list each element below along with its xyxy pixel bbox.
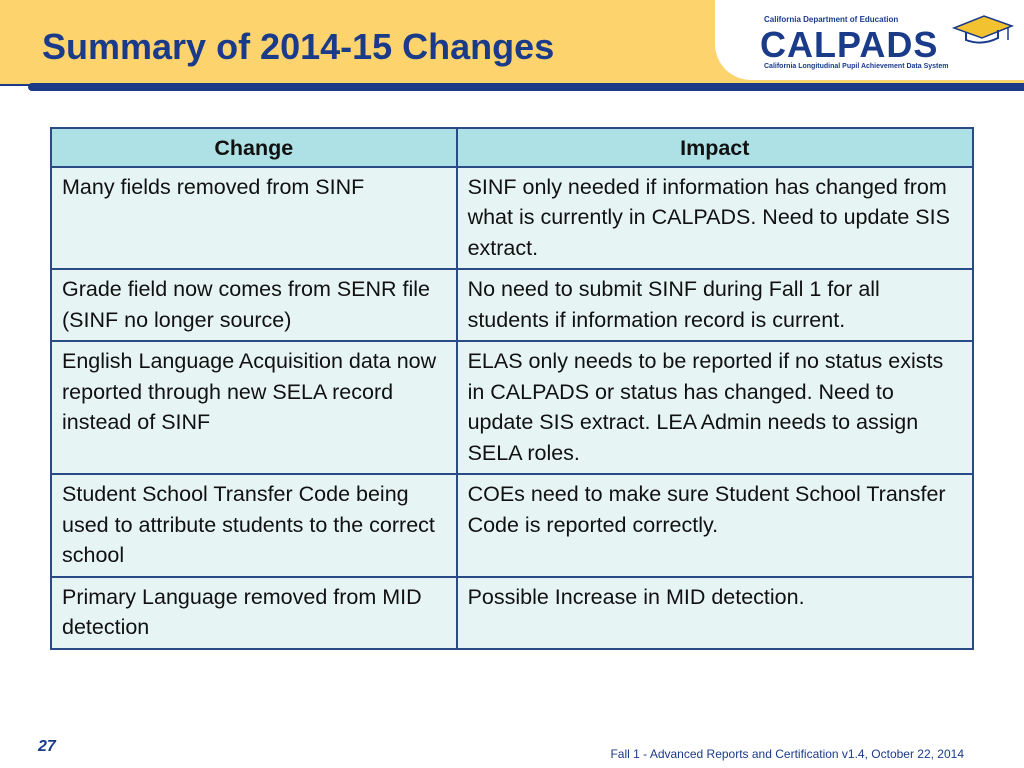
column-header-impact: Impact	[455, 127, 975, 168]
change-cell: Grade field now comes from SENR file (SI…	[50, 268, 458, 342]
impact-cell: ELAS only needs to be reported if no sta…	[455, 340, 975, 475]
table-row: English Language Acquisition data now re…	[50, 340, 975, 475]
change-cell: Many fields removed from SINF	[50, 165, 458, 270]
impact-cell: No need to submit SINF during Fall 1 for…	[455, 268, 975, 342]
impact-cell: SINF only needed if information has chan…	[455, 165, 975, 270]
page-number: 27	[38, 738, 56, 755]
impact-cell: Possible Increase in MID detection.	[455, 575, 975, 650]
table-row: Primary Language removed from MID detect…	[50, 575, 975, 650]
change-cell: English Language Acquisition data now re…	[50, 340, 458, 475]
page-title: Summary of 2014-15 Changes	[42, 26, 555, 67]
table-header-row: Change Impact	[50, 127, 975, 168]
table-row: Student School Transfer Code being used …	[50, 473, 975, 578]
logo-panel	[715, 0, 1024, 80]
change-cell: Student School Transfer Code being used …	[50, 473, 458, 578]
impact-cell: COEs need to make sure Student School Tr…	[455, 473, 975, 578]
table-row: Many fields removed from SINF SINF only …	[50, 165, 975, 270]
logo-wordmark: CALPADS	[760, 24, 939, 65]
header-divider	[28, 83, 1024, 91]
column-header-change: Change	[50, 127, 458, 168]
table-row: Grade field now comes from SENR file (SI…	[50, 268, 975, 342]
logo-organization-text: California Department of Education	[764, 15, 899, 24]
header-divider-accent	[0, 84, 60, 86]
change-cell: Primary Language removed from MID detect…	[50, 575, 458, 650]
footer-text: Fall 1 - Advanced Reports and Certificat…	[610, 747, 964, 761]
graduation-cap-icon	[951, 15, 1014, 44]
logo-tagline: California Longitudinal Pupil Achievemen…	[764, 63, 949, 70]
changes-table: Change Impact Many fields removed from S…	[50, 127, 975, 650]
